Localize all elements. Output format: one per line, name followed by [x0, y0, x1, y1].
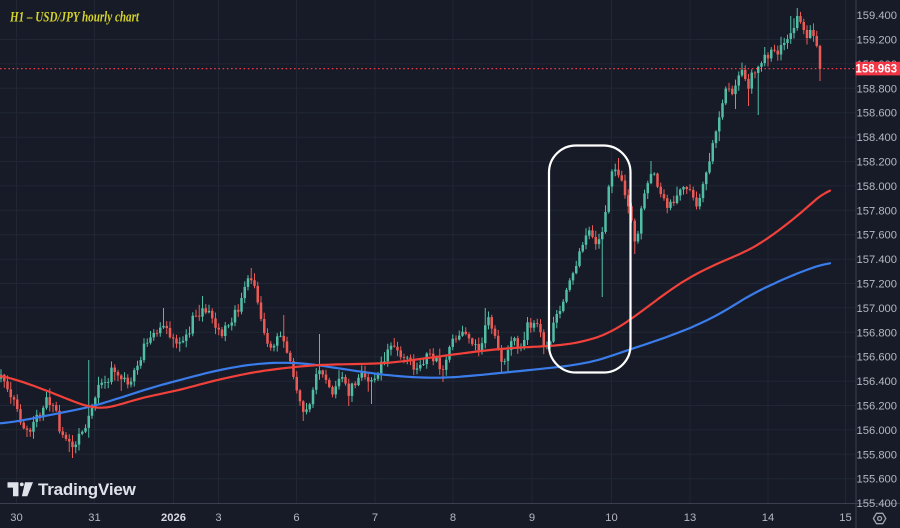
svg-text:156.200: 156.200 [857, 401, 897, 413]
svg-text:TradingView: TradingView [38, 480, 137, 499]
svg-text:10: 10 [605, 512, 617, 524]
svg-text:157.200: 157.200 [857, 279, 897, 291]
svg-text:14: 14 [762, 512, 774, 524]
svg-text:156.600: 156.600 [857, 352, 897, 364]
svg-text:158.963: 158.963 [855, 64, 897, 76]
svg-text:155.800: 155.800 [857, 449, 897, 461]
svg-text:31: 31 [88, 512, 100, 524]
svg-text:156.400: 156.400 [857, 376, 897, 388]
svg-text:6: 6 [293, 512, 299, 524]
svg-text:158.000: 158.000 [857, 181, 897, 193]
svg-text:15: 15 [839, 512, 851, 524]
svg-text:H1 – USD/JPY hourly chart: H1 – USD/JPY hourly chart [9, 10, 139, 26]
svg-text:157.600: 157.600 [857, 230, 897, 242]
svg-text:157.400: 157.400 [857, 254, 897, 266]
svg-text:158.800: 158.800 [857, 83, 897, 95]
svg-text:7: 7 [372, 512, 378, 524]
svg-text:9: 9 [529, 512, 535, 524]
svg-text:13: 13 [684, 512, 696, 524]
svg-text:156.800: 156.800 [857, 327, 897, 339]
svg-text:8: 8 [450, 512, 456, 524]
svg-text:3: 3 [215, 512, 221, 524]
svg-text:2026: 2026 [161, 512, 186, 524]
svg-text:159.400: 159.400 [857, 10, 897, 22]
svg-text:155.400: 155.400 [857, 498, 897, 510]
svg-text:157.000: 157.000 [857, 303, 897, 315]
svg-text:30: 30 [10, 512, 22, 524]
svg-text:158.200: 158.200 [857, 157, 897, 169]
svg-text:159.200: 159.200 [857, 35, 897, 47]
svg-text:156.000: 156.000 [857, 425, 897, 437]
svg-text:157.800: 157.800 [857, 205, 897, 217]
svg-text:158.400: 158.400 [857, 132, 897, 144]
svg-text:155.600: 155.600 [857, 474, 897, 486]
svg-text:158.600: 158.600 [857, 108, 897, 120]
